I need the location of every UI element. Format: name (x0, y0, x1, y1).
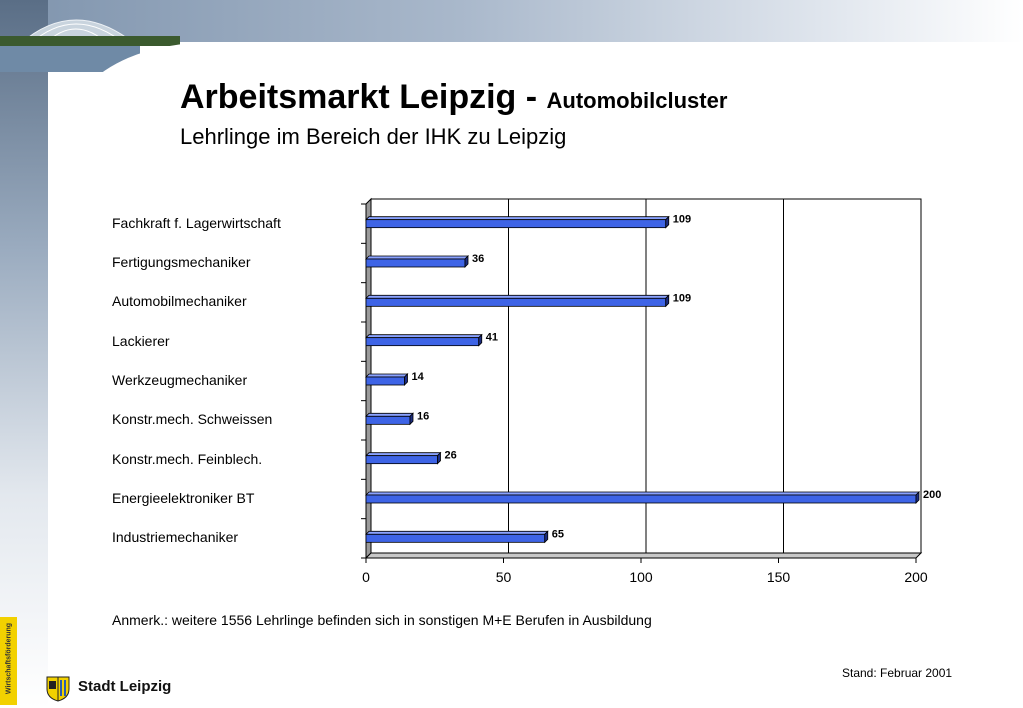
data-label: 109 (673, 292, 691, 304)
category-label: Automobilmechaniker (112, 293, 247, 310)
leipzig-coat-of-arms-icon (46, 676, 70, 702)
bar (365, 219, 667, 229)
city-logo-text: Stadt Leipzig (78, 678, 172, 695)
x-tick-label: 50 (496, 569, 512, 585)
bar-end (409, 412, 414, 426)
category-label: Energieelektroniker BT (112, 490, 255, 506)
bar (365, 455, 438, 465)
bar-end (665, 215, 670, 229)
category-label: Konstr.mech. Schweissen (112, 411, 273, 428)
bar-end (404, 373, 408, 386)
date-stamp: Stand: Februar 2001 (842, 666, 953, 680)
category-label: Industriemechaniker (112, 529, 239, 546)
bar (365, 376, 405, 386)
x-tick-label: 150 (767, 569, 791, 585)
category-label: Fertigungsmechaniker (112, 254, 251, 270)
category-label: Lackierer (112, 332, 170, 349)
data-label: 200 (923, 489, 941, 501)
side-tab-label: Wirtschaftsförderung (5, 622, 13, 695)
data-label: 109 (673, 214, 691, 226)
title-main-text: Arbeitsmarkt Leipzig - (180, 78, 547, 116)
bar-top (365, 255, 469, 260)
bar-end (478, 333, 483, 347)
data-label: 65 (552, 528, 564, 540)
bar-top (365, 491, 920, 496)
data-label: 16 (417, 410, 429, 422)
bar-end (464, 255, 469, 268)
x-tick-label: 200 (904, 569, 928, 585)
bar-top (365, 452, 442, 457)
bar-end (437, 451, 441, 465)
bar (365, 337, 480, 347)
category-label: Fachkraft f. Lagerwirtschaft (112, 214, 281, 231)
bar-top (365, 373, 409, 378)
data-label: 26 (445, 450, 457, 462)
bar (365, 258, 466, 268)
bar-top (365, 412, 414, 417)
footnote: Anmerk.: weitere 1556 Lehrlinge befinden… (112, 612, 652, 628)
bar-end (544, 530, 549, 544)
bar-end (915, 491, 920, 504)
x-tick-label: 0 (362, 569, 370, 585)
data-label: 41 (486, 332, 498, 344)
page-title: Arbeitsmarkt Leipzig - Automobilcluster (180, 78, 727, 117)
category-label: Konstr.mech. Feinblech. (112, 450, 263, 467)
bar (365, 415, 411, 425)
bar-top (365, 216, 670, 221)
plot-floor (364, 552, 923, 559)
bar (365, 297, 667, 307)
bar-end (665, 294, 670, 308)
data-label: 14 (412, 371, 425, 383)
x-tick-label: 100 (629, 569, 653, 585)
bar-top (365, 334, 483, 339)
bar (365, 494, 917, 504)
bar (365, 533, 546, 543)
bar-top (365, 530, 549, 535)
bar-top (365, 294, 670, 299)
title-sub-text: Automobilcluster (546, 88, 728, 113)
page-subtitle: Lehrlinge im Bereich der IHK zu Leipzig (180, 124, 567, 149)
data-label: 36 (472, 253, 484, 265)
category-label: Werkzeugmechaniker (112, 372, 248, 388)
side-tab: Wirtschaftsförderung (0, 617, 17, 705)
